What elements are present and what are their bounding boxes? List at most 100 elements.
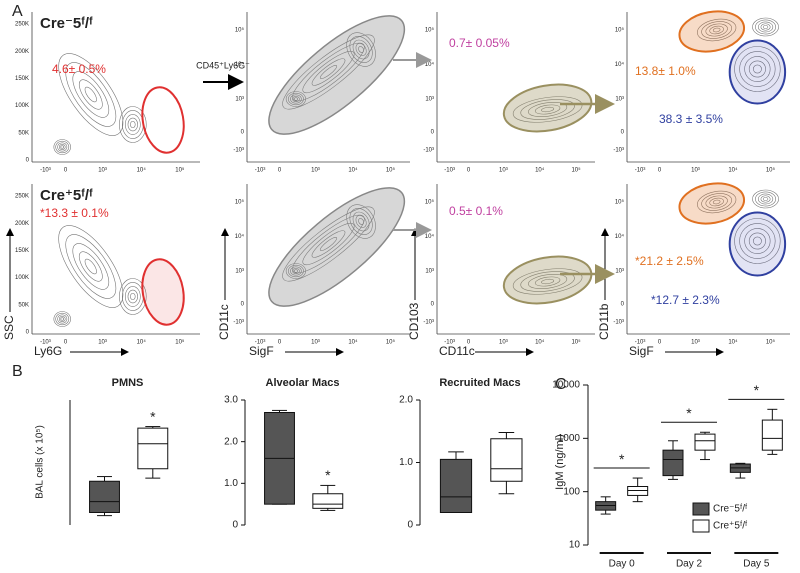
contour xyxy=(760,195,771,203)
y-tick-label: 0 xyxy=(241,302,245,308)
x-tick-label: -10³ xyxy=(635,168,646,174)
contour xyxy=(282,34,375,110)
contour xyxy=(752,64,762,74)
y-tick-label: 250K xyxy=(15,194,29,200)
x-tick-label: 10⁴ xyxy=(728,167,738,174)
contour xyxy=(60,317,65,321)
x-tick-label: 0 xyxy=(467,168,471,174)
y-tick-label: -10³ xyxy=(233,148,244,154)
contour xyxy=(127,117,138,132)
y-tick-label: 10⁵ xyxy=(425,199,435,206)
x-tick-label: 10⁵ xyxy=(386,167,396,174)
y-tick-label: 10⁵ xyxy=(235,27,245,34)
x-tick-label: 10⁴ xyxy=(535,339,545,346)
significance: * xyxy=(619,451,625,467)
x-tick-label: 10³ xyxy=(499,168,508,174)
contour xyxy=(58,315,66,322)
contour xyxy=(65,234,117,299)
contour xyxy=(528,102,568,117)
contour xyxy=(712,199,721,205)
x-tick-label: 10⁵ xyxy=(766,339,776,346)
y-axis-label: IgM (ng/ml) xyxy=(554,434,566,490)
panel-label: A xyxy=(12,3,23,20)
x-axis-label: SigF xyxy=(629,344,654,358)
y-tick-label: -10³ xyxy=(423,148,434,154)
y-axis-label: BAL cells (x 10⁵) xyxy=(35,425,46,499)
contour xyxy=(78,251,103,282)
y-axis-label: CD11b xyxy=(597,303,611,340)
x-tick-label: -10³ xyxy=(40,340,51,346)
significance: * xyxy=(686,405,692,421)
y-tick-label: 1.0 xyxy=(399,457,413,468)
significance: * xyxy=(754,382,760,398)
contour xyxy=(287,264,304,278)
x-tick-label: Day 2 xyxy=(676,559,703,570)
legend-label: Cre⁺5ᶠ/ᶠ xyxy=(713,521,748,532)
legend-swatch xyxy=(692,519,710,533)
chart-title: PMNS xyxy=(112,377,144,389)
contour xyxy=(349,208,373,235)
gate-percent: 13.8± 1.0% xyxy=(635,64,696,78)
x-tick-label: 10³ xyxy=(499,340,508,346)
contour xyxy=(358,218,364,225)
contour xyxy=(72,71,110,118)
x-tick-label: -10³ xyxy=(255,168,266,174)
contour xyxy=(701,193,733,211)
contour xyxy=(53,311,71,327)
contour xyxy=(346,204,376,239)
x-tick-label: 0 xyxy=(64,168,68,174)
significance: * xyxy=(150,408,156,424)
x-tick-label: 10⁴ xyxy=(137,339,147,346)
contour xyxy=(58,225,124,308)
y-tick-label: 150K xyxy=(15,76,29,82)
contour xyxy=(712,27,721,33)
x-tick-label: Day 5 xyxy=(743,559,770,570)
y-tick-label: 2.0 xyxy=(224,436,238,447)
y-tick-label: 100K xyxy=(15,275,29,281)
x-tick-label: 10⁴ xyxy=(137,167,147,174)
x-tick-label: 10⁵ xyxy=(175,339,185,346)
y-tick-label: 200K xyxy=(15,221,29,227)
box xyxy=(89,480,120,513)
y-tick-label: 10000 xyxy=(552,380,580,391)
gate xyxy=(141,258,185,326)
contour xyxy=(55,312,70,326)
gate xyxy=(502,83,593,133)
gate xyxy=(678,10,746,53)
contour xyxy=(752,236,762,246)
y-tick-label: 0 xyxy=(241,130,245,136)
contour xyxy=(319,237,338,251)
contour xyxy=(302,222,355,266)
x-tick-label: 10⁴ xyxy=(728,339,738,346)
y-tick-label: 10³ xyxy=(615,97,624,103)
x-axis-label: SigF xyxy=(249,344,274,358)
y-tick-label: 0 xyxy=(232,520,238,531)
contour xyxy=(57,314,68,324)
contour xyxy=(349,36,373,63)
panel-label: C xyxy=(555,376,567,393)
contour xyxy=(119,106,147,143)
x-tick-label: 0 xyxy=(467,340,471,346)
contour xyxy=(282,206,375,282)
y-tick-label: 10⁴ xyxy=(235,61,245,68)
contour xyxy=(287,92,304,106)
x-tick-label: -10³ xyxy=(444,340,455,346)
y-tick-label: 1.0 xyxy=(224,478,238,489)
x-tick-label: 10³ xyxy=(691,340,700,346)
x-tick-label: 10³ xyxy=(98,340,107,346)
contour xyxy=(701,21,733,39)
x-tick-label: -10³ xyxy=(40,168,51,174)
contour xyxy=(124,286,141,307)
y-axis-label: SSC xyxy=(2,315,16,340)
group-label: Cre⁻5ᶠ/ᶠ xyxy=(40,15,93,32)
x-axis-label: CD11c xyxy=(439,344,475,358)
y-tick-label: 0 xyxy=(431,130,435,136)
x-tick-label: 10³ xyxy=(691,168,700,174)
y-tick-label: 10⁴ xyxy=(615,233,625,240)
gate xyxy=(502,255,593,305)
box xyxy=(662,449,684,477)
gate-percent: *13.3 ± 0.1% xyxy=(40,206,109,220)
y-axis-label: CD11c xyxy=(217,304,231,340)
contour xyxy=(58,144,66,151)
y-tick-label: 10³ xyxy=(425,269,434,275)
